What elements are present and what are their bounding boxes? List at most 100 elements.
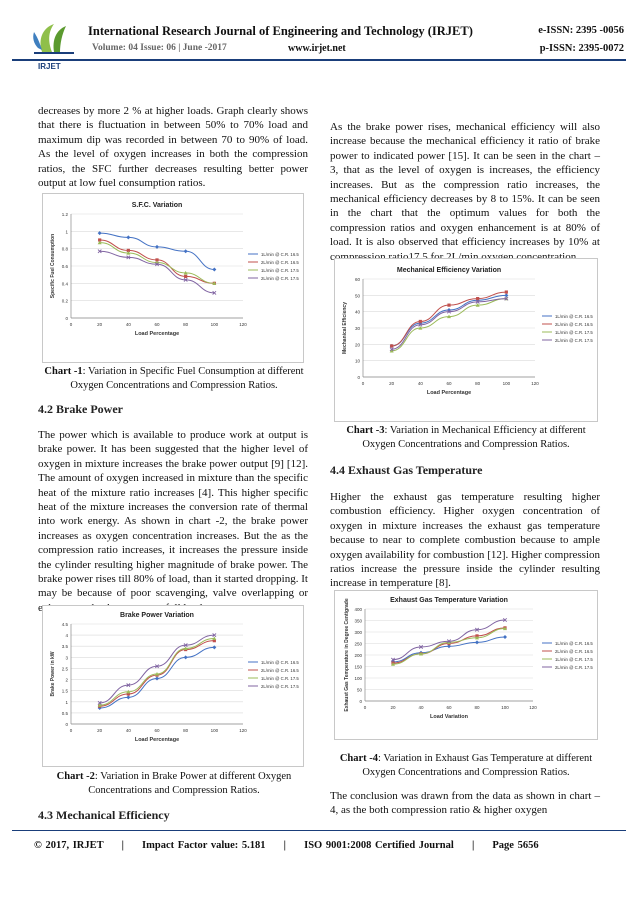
data-point xyxy=(504,293,509,298)
chart3-caption: Chart -3: Variation in Mechanical Effici… xyxy=(330,424,602,452)
data-point xyxy=(155,676,159,681)
heading-brake-power: 4.2 Brake Power xyxy=(38,402,123,416)
legend-label: 2L/min @ C.R. 16.5 xyxy=(261,260,299,265)
data-point xyxy=(97,249,102,254)
y-tick-label: 2.5 xyxy=(62,666,69,671)
legend-label: 2L/min @ C.R. 17.5 xyxy=(555,665,593,670)
data-point xyxy=(502,618,508,623)
footer-text: © 2017, IRJET | Impact Factor value: 5.1… xyxy=(34,840,539,851)
data-point xyxy=(155,244,159,249)
data-point xyxy=(390,344,394,348)
legend-label: 2L/min @ C.R. 16.5 xyxy=(555,649,593,654)
y-axis-label: Specific Fuel Consumption xyxy=(50,234,56,298)
y-tick-label: 50 xyxy=(355,293,361,298)
y-tick-label: 30 xyxy=(355,326,361,331)
chart-brake-power: Brake Power Variation 0 0.5 1 1.5 2 2.5 3 3.5 4 4.… xyxy=(42,605,304,767)
data-point xyxy=(126,248,130,252)
data-point xyxy=(184,274,188,278)
x-tick-label: 100 xyxy=(503,381,511,386)
chart-mechanical-efficiency-svg: Mechanical Efficiency Variation 0 10 20 30 40… xyxy=(342,267,593,396)
y-tick-label: 250 xyxy=(354,642,362,647)
right-paragraph-1: As the brake power rises, mechanical eff… xyxy=(330,121,600,263)
data-point xyxy=(212,267,217,272)
x-tick-label: 20 xyxy=(389,381,395,386)
y-tick-label: 4 xyxy=(65,633,68,638)
journal-title: International Research Journal of Engine… xyxy=(88,24,473,38)
y-tick-label: 150 xyxy=(354,665,362,670)
legend-label: 1L/min @ C.R. 16.5 xyxy=(555,314,593,319)
chart4-caption: Chart -4: Variation in Exhaust Gas Tempe… xyxy=(330,752,602,780)
data-point xyxy=(154,262,160,267)
legend-label: 2L/min @ C.R. 16.5 xyxy=(555,322,593,327)
chart-title: Mechanical Efficiency Variation xyxy=(397,267,501,274)
series-line xyxy=(392,619,506,661)
x-tick-label: 100 xyxy=(501,705,509,710)
data-point xyxy=(503,626,507,631)
data-point xyxy=(476,297,480,301)
data-point xyxy=(391,662,395,666)
data-point xyxy=(155,258,159,262)
y-tick-label: 100 xyxy=(354,676,362,681)
legend-label: 1L/min @ C.R. 16.5 xyxy=(555,641,593,646)
x-tick-label: 40 xyxy=(418,381,424,386)
p-issn: p-ISSN: 2395-0072 xyxy=(539,43,624,54)
x-tick-label: 60 xyxy=(154,322,160,327)
chart-sfc-svg: S.F.C. Variation 0 0.2 0.4 0.6 0.8 1 1.2 0 20 40 60… xyxy=(50,202,299,337)
data-point xyxy=(126,692,130,696)
x-tick-label: 0 xyxy=(70,322,73,327)
y-tick-label: 0 xyxy=(359,699,362,704)
chart3-caption-text: : Variation in Mechanical Efficiency at … xyxy=(362,425,586,450)
data-point xyxy=(126,695,131,700)
data-point xyxy=(475,635,479,640)
data-point xyxy=(126,235,131,240)
legend-label: 1L/min @ C.R. 17.5 xyxy=(261,268,299,273)
legend-label: 1L/min @ C.R. 17.5 xyxy=(555,330,593,335)
y-axis-label: Exhaust Gas Temperature in Degree Centig… xyxy=(344,598,350,711)
x-axis-label: Load Percentage xyxy=(135,737,179,743)
data-point xyxy=(183,249,188,254)
legend-label: 1L/min @ C.R. 16.5 xyxy=(261,252,299,257)
chart1-caption-label: Chart -1 xyxy=(44,366,83,377)
data-point xyxy=(97,700,102,705)
y-tick-label: 200 xyxy=(354,653,362,658)
y-tick-label: 0 xyxy=(357,375,360,380)
data-point xyxy=(212,290,217,295)
x-axis-label: Load Percentage xyxy=(427,390,471,396)
journal-logo xyxy=(28,20,82,60)
data-point xyxy=(418,326,423,330)
legend-label: 2L/min @ C.R. 17.5 xyxy=(555,338,593,343)
x-tick-label: 80 xyxy=(474,705,480,710)
x-tick-label: 60 xyxy=(154,728,160,733)
data-point xyxy=(475,299,480,304)
x-tick-label: 0 xyxy=(70,728,73,733)
data-point xyxy=(475,303,480,307)
chart1-caption: Chart -1: Variation in Specific Fuel Con… xyxy=(38,365,310,393)
data-point xyxy=(126,251,131,255)
legend-label: 2L/min @ C.R. 17.5 xyxy=(261,276,299,281)
y-tick-label: 0.4 xyxy=(62,281,69,286)
data-point xyxy=(126,689,131,694)
left-paragraph-1: decreases by more 2 % at higher loads. G… xyxy=(38,105,308,190)
chart2-caption: Chart -2: Variation in Brake Power at di… xyxy=(38,770,310,798)
y-tick-label: 300 xyxy=(354,630,362,635)
y-tick-label: 400 xyxy=(354,607,362,612)
data-point xyxy=(504,296,509,301)
chart-brake-power-svg: Brake Power Variation 0 0.5 1 1.5 2 2.5 3 3.5 4 4.… xyxy=(50,612,299,743)
x-tick-label: 100 xyxy=(211,728,219,733)
data-point xyxy=(212,633,217,638)
series-line xyxy=(99,637,215,706)
legend-label: 1L/min @ C.R. 16.5 xyxy=(261,660,299,665)
y-axis-label: Mechanical Efficiency xyxy=(342,302,348,354)
data-point xyxy=(503,635,507,640)
y-tick-label: 0.8 xyxy=(62,247,69,252)
chart-sfc: S.F.C. Variation 0 0.2 0.4 0.6 0.8 1 1.2 0 20 40 60… xyxy=(42,193,304,363)
data-point xyxy=(212,281,217,285)
y-tick-label: 0.6 xyxy=(62,264,69,269)
right-paragraph-2: Higher the exhaust gas temperature resul… xyxy=(330,491,600,590)
right-paragraph-3: The conclusion was drawn from the data a… xyxy=(330,790,600,817)
chart4-caption-text: : Variation in Exhaust Gas Temperature a… xyxy=(362,753,593,778)
x-tick-label: 20 xyxy=(97,728,103,733)
y-tick-label: 3 xyxy=(65,655,68,660)
y-tick-label: 40 xyxy=(355,310,361,315)
x-tick-label: 0 xyxy=(362,381,365,386)
